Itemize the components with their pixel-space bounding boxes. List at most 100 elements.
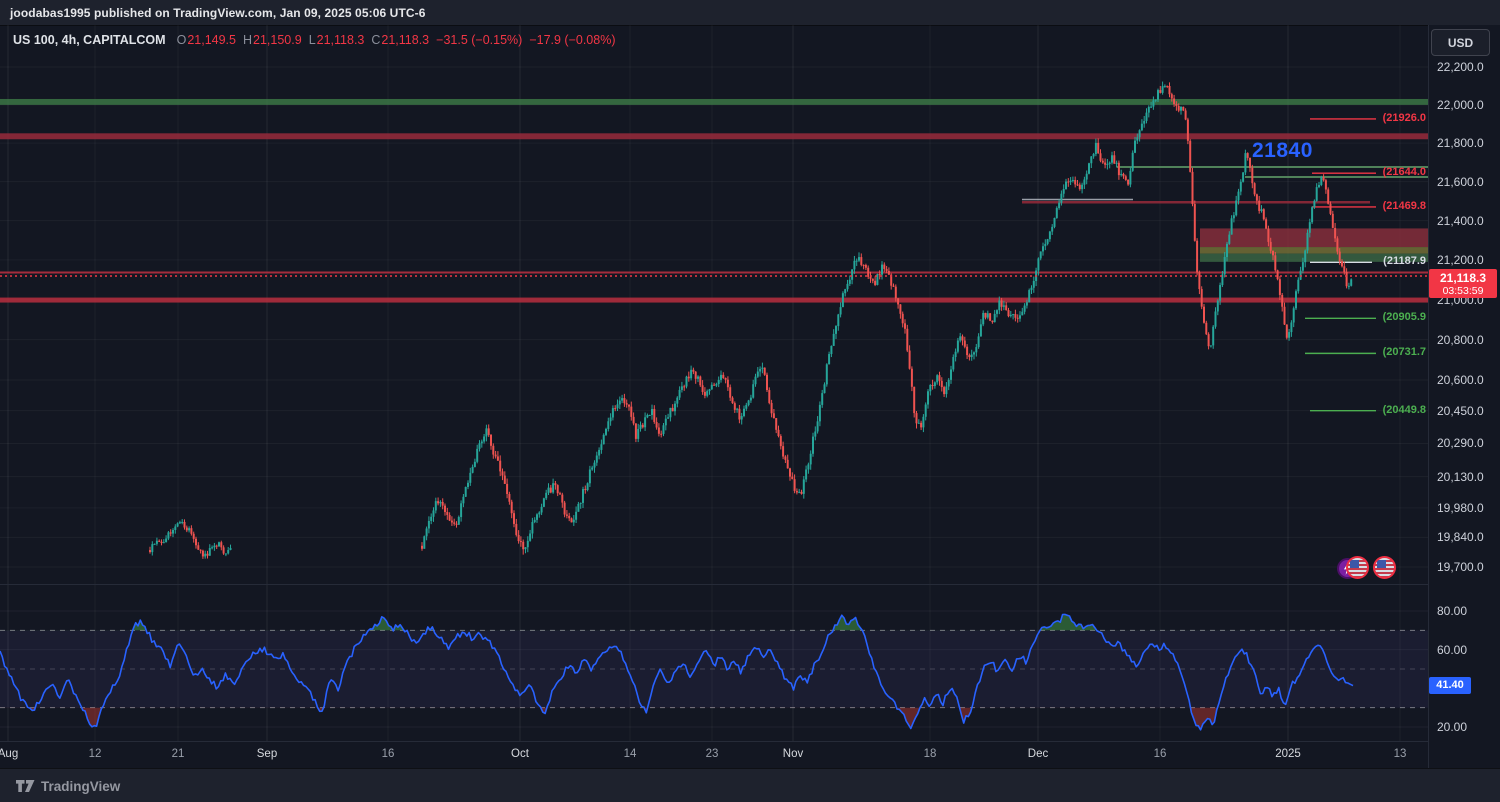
candle-body	[763, 367, 766, 375]
supply-zone-22000[interactable]	[0, 98, 1428, 105]
candle-body	[1062, 189, 1065, 194]
candle-body	[975, 347, 978, 353]
candle-body	[956, 340, 959, 352]
right-zone-red[interactable]	[1200, 228, 1428, 248]
rsi-pane-canvas[interactable]	[0, 584, 1428, 741]
candle-body	[462, 496, 465, 504]
candle-body	[1002, 305, 1005, 307]
candle-body	[176, 523, 179, 527]
price-tick-label: 21,400.0	[1437, 213, 1484, 228]
candle-body	[155, 540, 158, 544]
tradingview-logo[interactable]: TradingView	[16, 779, 120, 794]
candle-body	[448, 514, 451, 521]
candle-body	[906, 328, 909, 351]
candle-body	[1251, 167, 1254, 184]
candle-body	[192, 533, 195, 539]
candle-body	[904, 323, 906, 329]
price-annotation-21840[interactable]: 21840	[1252, 139, 1313, 162]
candle-body	[823, 384, 826, 394]
candle-body	[1067, 181, 1070, 183]
candle-body	[195, 538, 197, 546]
candle-body	[172, 529, 174, 534]
candle-body	[795, 490, 798, 493]
level-label[interactable]: (20905.9	[1382, 311, 1426, 324]
currency-toggle-button[interactable]: USD	[1431, 29, 1490, 56]
candle-body	[178, 522, 181, 524]
right-zone-olive[interactable]	[1200, 247, 1428, 254]
candle-body	[1221, 274, 1224, 286]
candle-body	[519, 541, 522, 543]
candle-body	[818, 404, 821, 422]
candle-body	[782, 446, 785, 457]
price-pane-canvas[interactable]	[0, 25, 1428, 584]
candle-body	[531, 522, 534, 534]
candle-body	[752, 384, 755, 398]
candle-body	[864, 265, 867, 268]
candle-body	[933, 382, 936, 386]
candle-body	[726, 379, 729, 388]
tradingview-wordmark: TradingView	[41, 778, 121, 794]
candle-body	[623, 398, 626, 404]
price-scale[interactable]: 22,200.0 22,000.0 21,800.0 21,600.0 21,400.0…	[1428, 25, 1500, 768]
candle-body	[1117, 162, 1120, 176]
candle-body	[713, 384, 716, 386]
right-zone-green[interactable]	[1200, 253, 1428, 262]
us-flag-icon[interactable]	[1346, 556, 1369, 579]
time-tick-label: 23	[705, 748, 719, 760]
candle-body	[549, 487, 552, 493]
candle-body	[1157, 90, 1159, 100]
economic-event-markers[interactable]	[1337, 556, 1401, 581]
candle-body	[496, 456, 499, 461]
candle-body	[450, 520, 453, 523]
rsi-tick-label: 60.00	[1437, 642, 1468, 657]
candle-body	[1163, 85, 1166, 87]
level-label[interactable]: (21926.0	[1382, 111, 1426, 124]
candle-body	[1115, 162, 1118, 164]
level-label[interactable]: (21469.8	[1382, 199, 1426, 212]
candle-body	[690, 369, 693, 379]
candle-body	[517, 534, 520, 542]
legend-symbol[interactable]: US 100, 4h, CAPITALCOM	[13, 33, 166, 47]
candle-body	[1180, 106, 1182, 111]
candle-body	[545, 492, 548, 499]
candle-body	[556, 485, 559, 494]
candle-body	[1150, 106, 1153, 108]
rsi-band-fill	[0, 630, 1428, 708]
candle-body	[1099, 153, 1102, 161]
candle-body	[699, 376, 702, 386]
band-21000[interactable]	[0, 297, 1428, 303]
candle-body	[641, 424, 644, 428]
candle-body	[1009, 314, 1012, 317]
candle-body	[483, 436, 486, 442]
candle-body	[1281, 294, 1284, 307]
candle-body	[821, 393, 824, 405]
candle-body	[425, 528, 428, 537]
us-flag-icon[interactable]	[1373, 556, 1396, 579]
candle-body	[1285, 324, 1288, 338]
legend-change-day: −17.9 (−0.08%)	[529, 33, 616, 47]
time-scale[interactable]: Aug 12 21 Sep 16 Oct 14 23 Nov 18 Dec 16 2025 13	[0, 741, 1428, 769]
candle-body	[998, 300, 1001, 311]
candle-body	[215, 545, 218, 547]
candle-body	[1085, 173, 1088, 180]
candle-body	[1016, 317, 1019, 319]
level-label[interactable]: (20449.8	[1382, 403, 1426, 416]
candle-body	[607, 421, 610, 429]
candle-body	[1182, 106, 1185, 111]
candle-body	[188, 528, 191, 531]
candle-body	[485, 428, 488, 437]
candle-body	[149, 550, 151, 553]
level-label[interactable]: (20731.7	[1382, 346, 1426, 359]
candle-body	[160, 541, 163, 543]
pane-divider[interactable]	[0, 584, 1428, 585]
rsi-tick-label: 80.00	[1437, 604, 1468, 618]
candle-body	[720, 374, 722, 380]
level-label[interactable]: (21187.9	[1383, 255, 1426, 268]
candle-body	[1081, 184, 1084, 190]
candle-body	[814, 431, 817, 437]
candle-body	[1152, 100, 1155, 107]
level-label[interactable]: (21644.0	[1382, 166, 1426, 179]
candle-body	[1336, 238, 1339, 252]
supply-zone-21840[interactable]	[0, 133, 1428, 140]
candle-body	[717, 379, 720, 385]
